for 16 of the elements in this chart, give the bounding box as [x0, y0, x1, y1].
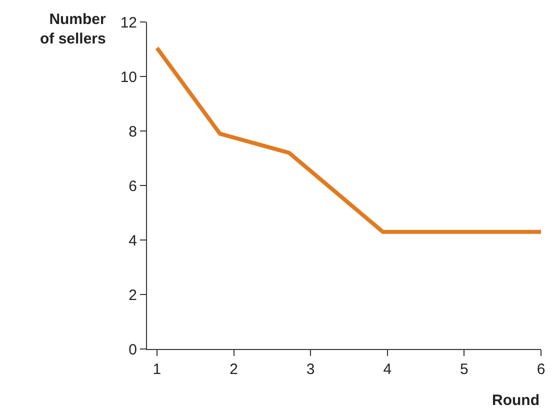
y-tick-label: 6 — [128, 178, 137, 195]
y-tick-label: 12 — [120, 14, 137, 32]
x-axis-title: Round — [492, 392, 540, 409]
y-tick-label: 10 — [120, 68, 137, 86]
y-tick-label: 4 — [128, 232, 137, 250]
y-tick-label: 0 — [128, 341, 137, 358]
x-tick-label: 1 — [152, 361, 162, 378]
x-tick-label: 3 — [306, 361, 315, 378]
y-axis-title: Number of sellers — [40, 11, 106, 48]
x-tick-label: 5 — [460, 361, 468, 378]
line-series — [154, 46, 541, 234]
y-tick-label: 8 — [128, 123, 137, 140]
y-tick-label: 2 — [128, 286, 137, 304]
x-tick-label: 6 — [536, 361, 546, 378]
x-tick-label: 2 — [230, 361, 238, 378]
x-tick-label: 4 — [383, 361, 392, 378]
